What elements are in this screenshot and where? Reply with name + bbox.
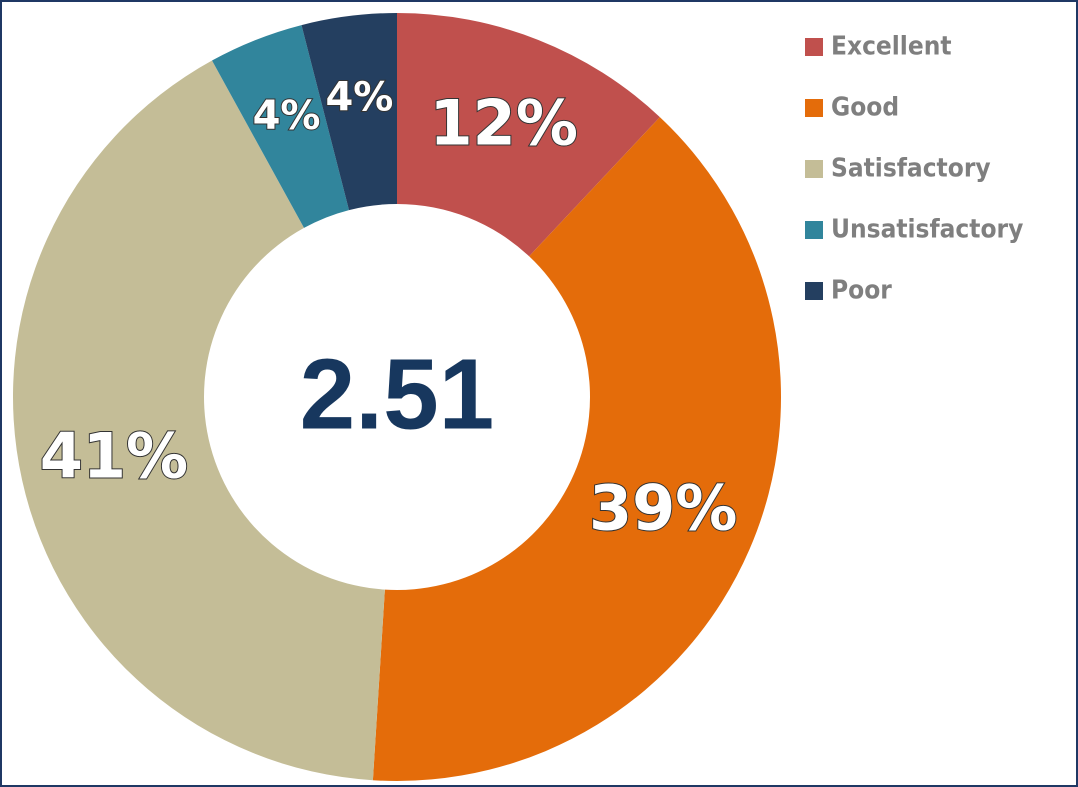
legend-label: Good [831, 93, 899, 123]
legend-swatch [805, 282, 823, 300]
legend-swatch [805, 99, 823, 117]
value-label: 41% [40, 419, 188, 492]
legend-swatch [805, 38, 823, 56]
legend-label: Unsatisfactory [831, 215, 1023, 245]
center-text: 2.51 [300, 338, 495, 450]
legend-swatch [805, 221, 823, 239]
value-label: 12% [430, 86, 578, 159]
value-label: 39% [589, 471, 737, 544]
donut-segment [397, 13, 660, 257]
legend-label: Poor [831, 276, 892, 306]
legend-swatch [805, 160, 823, 178]
legend-label: Excellent [831, 32, 952, 62]
donut-segment [212, 25, 350, 228]
value-label: 4% [253, 93, 321, 139]
value-label: 4% [325, 74, 393, 120]
donut-segment [301, 13, 397, 211]
legend-label: Satisfactory [831, 154, 991, 184]
donut-segment [13, 60, 385, 781]
donut-segment [372, 117, 781, 781]
